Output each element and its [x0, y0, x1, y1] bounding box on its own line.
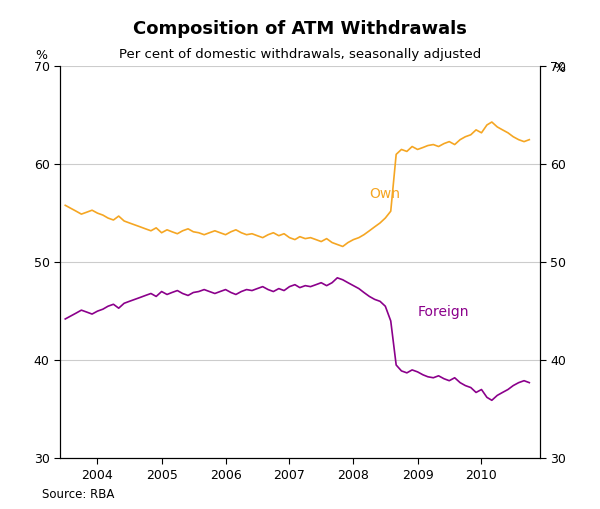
Text: Per cent of domestic withdrawals, seasonally adjusted: Per cent of domestic withdrawals, season…	[119, 48, 481, 62]
Text: Source: RBA: Source: RBA	[42, 488, 115, 501]
Text: Own: Own	[370, 187, 400, 202]
Y-axis label: %: %	[35, 49, 47, 62]
Text: Composition of ATM Withdrawals: Composition of ATM Withdrawals	[133, 20, 467, 38]
Y-axis label: %: %	[553, 62, 565, 75]
Text: Foreign: Foreign	[418, 305, 469, 319]
